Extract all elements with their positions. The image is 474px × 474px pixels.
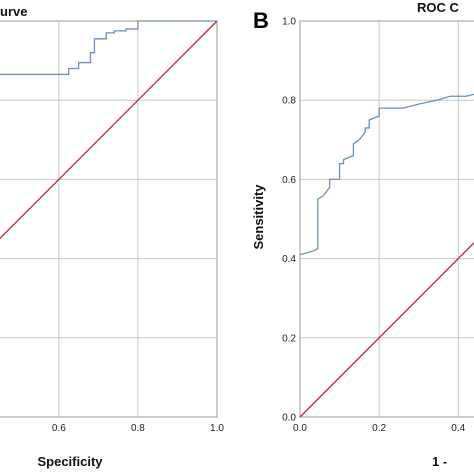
x-tick-label: 0.4 (451, 423, 465, 434)
roc-curve-line (299, 93, 474, 256)
y-tick-label: 0.8 (282, 96, 296, 107)
panel-b-grid (299, 20, 474, 418)
y-tick-label: 0.2 (282, 333, 296, 344)
panel-a-series (0, 20, 218, 240)
panel-a-grid (0, 20, 218, 418)
panel-a-x-ticks: 0.6 0.8 1.0 (52, 423, 224, 434)
panel-a: 0.6 0.8 1.0 urve Specificity (0, 4, 224, 469)
x-tick-label: 1.0 (210, 423, 224, 434)
x-tick-label: 0.2 (372, 423, 386, 434)
panel-b-plot-frame (299, 20, 474, 418)
x-tick-label: 0.6 (52, 423, 66, 434)
reference-diagonal-line (299, 241, 474, 418)
panel-b-letter: B (253, 8, 269, 33)
x-tick-label: 0.0 (293, 423, 307, 434)
x-tick-label: 0.8 (131, 423, 145, 434)
panel-b-x-axis-label: 1 - (432, 454, 447, 469)
panel-b: B 0.0 0.2 0.4 0.0 0.2 0.4 0.6 0.8 1.0 ROC C 1 -… (251, 0, 474, 469)
panel-a-x-axis-label: Specificity (37, 454, 103, 469)
panel-b-x-ticks: 0.0 0.2 0.4 (293, 423, 466, 434)
y-tick-label: 1.0 (282, 17, 296, 28)
roc-curve-line (0, 20, 217, 76)
panel-b-y-ticks: 0.0 0.2 0.4 0.6 0.8 1.0 (282, 17, 296, 424)
panel-b-y-axis-label: Sensitivity (251, 184, 266, 250)
y-tick-label: 0.6 (282, 175, 296, 186)
panel-a-plot-frame (0, 20, 218, 418)
panel-b-series (299, 93, 474, 418)
y-tick-label: 0.4 (282, 254, 296, 265)
panel-a-title: urve (0, 4, 27, 19)
panel-b-title: ROC C (417, 0, 460, 15)
reference-diagonal-line (0, 20, 218, 240)
y-tick-label: 0.0 (282, 413, 296, 424)
